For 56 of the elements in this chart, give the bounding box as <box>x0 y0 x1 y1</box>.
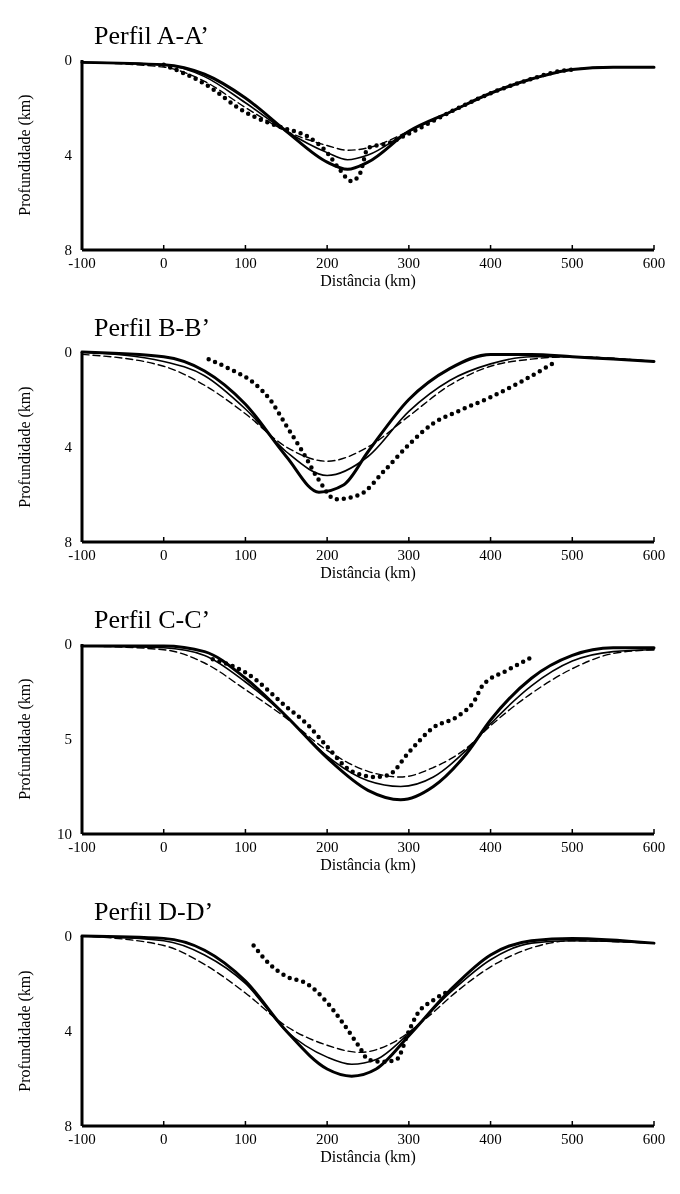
y-axis-title: Profundidade (km) <box>16 970 34 1092</box>
y-tick-label: 5 <box>64 731 72 747</box>
x-tick-label: 300 <box>397 1131 421 1147</box>
x-tick-label: 0 <box>159 1131 168 1147</box>
x-tick-label: 300 <box>397 547 421 563</box>
y-tick-label: 8 <box>64 242 72 258</box>
x-tick-label: 200 <box>315 255 339 271</box>
x-tick-label: 400 <box>479 255 502 271</box>
x-tick-label: 400 <box>479 547 502 563</box>
x-tick-label: 200 <box>315 1131 339 1147</box>
x-tick-label: -100 <box>68 255 96 271</box>
y-tick-label: 0 <box>64 344 72 360</box>
x-tick-label: 600 <box>642 1131 666 1147</box>
x-tick-label: 600 <box>642 547 666 563</box>
x-tick-label: 500 <box>561 839 584 855</box>
x-tick-label: 600 <box>642 255 666 271</box>
y-tick-label: 0 <box>64 52 72 68</box>
x-tick-label: 500 <box>561 1131 584 1147</box>
x-tick-label: 0 <box>159 547 168 563</box>
y-axis-title: Profundidade (km) <box>16 678 34 800</box>
x-tick-label: 100 <box>234 255 257 271</box>
x-tick-label: 200 <box>315 547 339 563</box>
chart-title: Perfil C-C’ <box>94 605 211 634</box>
x-tick-label: 600 <box>642 839 666 855</box>
x-tick-label: 500 <box>561 547 584 563</box>
x-tick-label: 100 <box>234 839 257 855</box>
x-tick-label: 400 <box>479 839 502 855</box>
x-tick-label: 500 <box>561 255 584 271</box>
x-tick-label: 300 <box>397 839 421 855</box>
x-tick-label: -100 <box>68 839 96 855</box>
y-tick-label: 4 <box>64 1023 73 1039</box>
x-axis-title: Distância (km) <box>320 272 416 290</box>
chart-title: Perfil D-D’ <box>94 897 214 926</box>
x-tick-label: -100 <box>68 547 96 563</box>
x-tick-label: 200 <box>315 839 339 855</box>
y-tick-label: 4 <box>64 439 73 455</box>
y-tick-label: 4 <box>64 147 73 163</box>
x-tick-label: -100 <box>68 1131 96 1147</box>
x-tick-label: 0 <box>159 255 168 271</box>
x-tick-label: 400 <box>479 1131 502 1147</box>
x-axis-title: Distância (km) <box>320 1148 416 1166</box>
y-tick-label: 0 <box>64 636 72 652</box>
y-axis-title: Profundidade (km) <box>16 94 34 216</box>
y-axis-title: Profundidade (km) <box>16 386 34 508</box>
x-tick-label: 300 <box>397 255 421 271</box>
x-tick-label: 0 <box>159 839 168 855</box>
x-axis-title: Distância (km) <box>320 856 416 874</box>
y-tick-label: 8 <box>64 1118 72 1134</box>
x-tick-label: 100 <box>234 547 257 563</box>
y-tick-label: 10 <box>57 826 72 842</box>
chart-title: Perfil B-B’ <box>94 313 211 342</box>
y-tick-label: 0 <box>64 928 72 944</box>
chart-title: Perfil A-A’ <box>94 21 209 50</box>
x-axis-title: Distância (km) <box>320 564 416 582</box>
y-tick-label: 8 <box>64 534 72 550</box>
x-tick-label: 100 <box>234 1131 257 1147</box>
